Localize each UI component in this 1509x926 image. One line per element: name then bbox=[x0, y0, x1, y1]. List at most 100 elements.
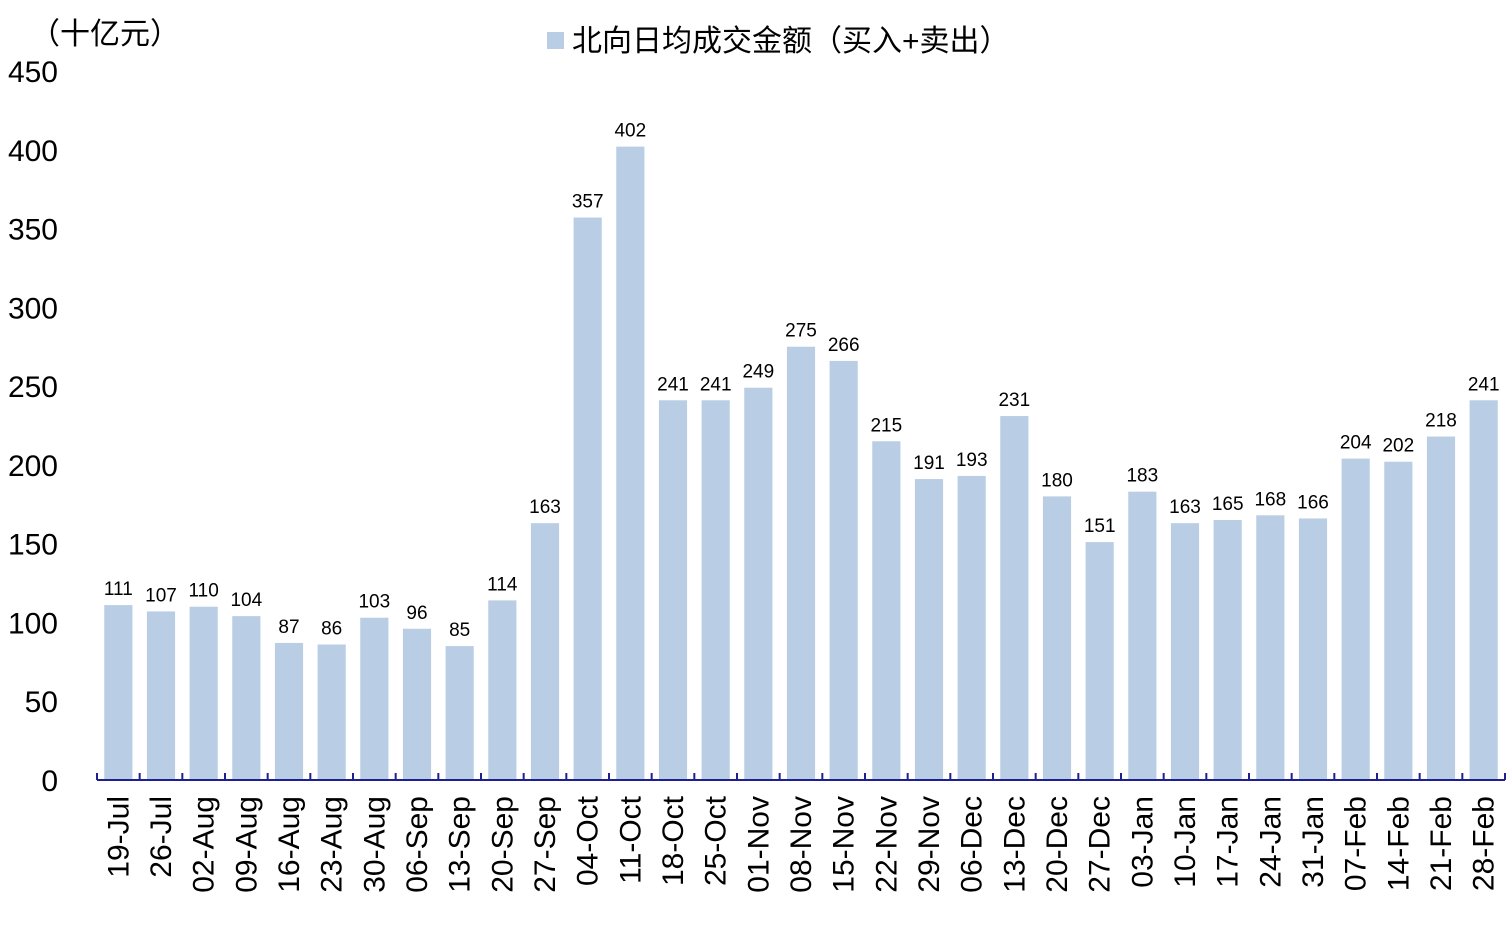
data-label: 193 bbox=[956, 450, 988, 471]
data-label: 151 bbox=[1084, 516, 1116, 537]
y-tick-label: 200 bbox=[8, 450, 58, 483]
y-tick-label: 50 bbox=[25, 686, 58, 719]
x-tick-label: 26-Jul bbox=[145, 796, 178, 878]
data-label: 87 bbox=[278, 617, 299, 638]
x-tick-label: 04-Oct bbox=[572, 795, 605, 886]
bar bbox=[957, 475, 986, 780]
y-tick-label: 300 bbox=[8, 292, 58, 325]
data-label: 231 bbox=[998, 390, 1030, 411]
y-tick-label: 100 bbox=[8, 607, 58, 640]
data-labels: 111 107 110 104 87 86 103 96 85 114 163 357 402 241 24… bbox=[104, 121, 1500, 641]
unit-label: （十亿元） bbox=[30, 18, 180, 51]
data-label: 241 bbox=[657, 374, 689, 395]
x-tick-label: 22-Nov bbox=[870, 796, 903, 893]
x-tick-label: 30-Aug bbox=[358, 796, 391, 893]
x-tick-label: 31-Jan bbox=[1297, 796, 1330, 888]
x-tick-label: 27-Sep bbox=[529, 796, 562, 893]
bar bbox=[872, 441, 901, 780]
data-label: 103 bbox=[358, 592, 390, 613]
bar bbox=[274, 642, 304, 780]
x-tick-label: 14-Feb bbox=[1382, 796, 1415, 891]
x-tick-label: 06-Dec bbox=[956, 796, 989, 893]
data-label: 166 bbox=[1297, 492, 1329, 513]
legend-label: 北向日均成交金额（买入+卖出） bbox=[572, 25, 1010, 58]
data-label: 110 bbox=[189, 581, 219, 602]
bar bbox=[1042, 496, 1072, 780]
x-tick-label: 11-Oct bbox=[614, 795, 647, 883]
x-tick-label: 13-Dec bbox=[998, 796, 1031, 893]
data-label: 183 bbox=[1126, 466, 1158, 487]
data-label: 168 bbox=[1254, 489, 1286, 510]
data-label: 241 bbox=[700, 374, 732, 395]
x-tick-label: 07-Feb bbox=[1340, 796, 1373, 891]
data-label: 163 bbox=[1169, 497, 1201, 518]
bar bbox=[146, 611, 176, 780]
y-tick-label: 150 bbox=[8, 529, 58, 562]
bar bbox=[189, 606, 218, 780]
data-label: 204 bbox=[1340, 433, 1372, 454]
bar bbox=[530, 523, 560, 780]
x-tick-label: 29-Nov bbox=[913, 796, 946, 893]
legend-swatch bbox=[547, 32, 564, 49]
x-tick-label: 28-Feb bbox=[1468, 796, 1501, 891]
bar bbox=[1426, 436, 1456, 780]
data-label: 357 bbox=[572, 192, 604, 213]
data-label: 165 bbox=[1212, 494, 1244, 515]
legend: 北向日均成交金额（买入+卖出） bbox=[547, 25, 1010, 58]
x-tick-label: 27-Dec bbox=[1084, 796, 1117, 893]
x-tick-label: 09-Aug bbox=[230, 796, 263, 893]
bar bbox=[1469, 400, 1498, 780]
x-tick-label: 20-Dec bbox=[1041, 796, 1074, 893]
x-tick-label: 02-Aug bbox=[188, 796, 221, 893]
bar bbox=[786, 346, 816, 780]
bar bbox=[1341, 458, 1370, 780]
data-label: 107 bbox=[145, 585, 177, 606]
data-label: 191 bbox=[913, 453, 945, 474]
bar bbox=[573, 217, 602, 780]
x-tick-label: 21-Feb bbox=[1425, 796, 1458, 891]
x-tick-label: 19-Jul bbox=[102, 796, 135, 878]
bars bbox=[104, 146, 1498, 780]
x-tick-label: 17-Jan bbox=[1212, 796, 1245, 888]
bar bbox=[914, 479, 944, 780]
data-label: 215 bbox=[870, 415, 902, 436]
data-label: 402 bbox=[614, 121, 646, 142]
bar bbox=[701, 400, 730, 780]
bar bbox=[232, 616, 261, 780]
bar bbox=[1298, 518, 1328, 780]
data-label: 249 bbox=[742, 362, 774, 383]
x-tick-label: 03-Jan bbox=[1126, 796, 1159, 888]
bar bbox=[1256, 515, 1285, 780]
x-tick-label: 08-Nov bbox=[785, 796, 818, 893]
data-label: 202 bbox=[1382, 436, 1414, 457]
bar bbox=[1213, 520, 1242, 780]
data-label: 241 bbox=[1468, 374, 1500, 395]
data-label: 266 bbox=[828, 335, 860, 356]
x-tick-label: 18-Oct bbox=[657, 795, 690, 886]
data-label: 114 bbox=[487, 574, 518, 595]
bar bbox=[658, 400, 688, 780]
data-label: 180 bbox=[1041, 470, 1073, 491]
data-label: 86 bbox=[321, 619, 342, 640]
x-tick-label: 25-Oct bbox=[700, 795, 733, 886]
y-tick-label: 400 bbox=[8, 135, 58, 168]
bar bbox=[829, 360, 858, 780]
bar bbox=[360, 617, 389, 780]
data-label: 96 bbox=[406, 603, 427, 624]
x-tick-label: 24-Jan bbox=[1254, 796, 1287, 888]
data-label: 218 bbox=[1425, 411, 1457, 432]
data-label: 85 bbox=[449, 620, 470, 641]
y-tick-label: 350 bbox=[8, 214, 58, 247]
y-tick-label: 450 bbox=[8, 56, 58, 89]
data-label: 163 bbox=[529, 497, 561, 518]
x-tick-label: 06-Sep bbox=[401, 796, 434, 893]
y-tick-label: 0 bbox=[41, 765, 58, 798]
x-tick-label: 13-Sep bbox=[444, 796, 477, 893]
bar bbox=[1384, 461, 1413, 780]
x-tick-label: 15-Nov bbox=[828, 796, 861, 893]
bar bbox=[488, 600, 517, 780]
y-tick-label: 250 bbox=[8, 371, 58, 404]
bar bbox=[402, 628, 432, 780]
data-label: 275 bbox=[785, 321, 817, 342]
